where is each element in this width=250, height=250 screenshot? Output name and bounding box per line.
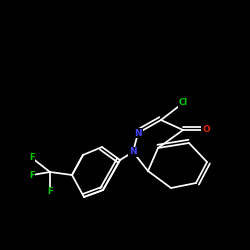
- Text: F: F: [29, 170, 35, 179]
- Text: Cl: Cl: [178, 98, 188, 108]
- Text: O: O: [202, 126, 210, 134]
- Text: N: N: [129, 148, 137, 156]
- Text: N: N: [134, 128, 142, 138]
- Text: F: F: [29, 154, 35, 162]
- Text: F: F: [47, 188, 53, 196]
